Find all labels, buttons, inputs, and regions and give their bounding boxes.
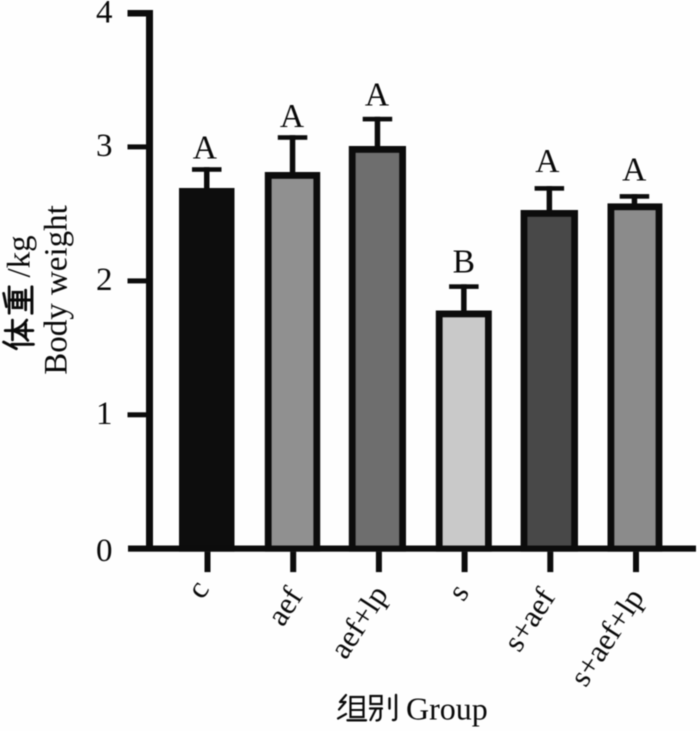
svg-text:1: 1: [96, 396, 113, 432]
svg-text:A: A: [365, 76, 389, 113]
svg-text:2: 2: [96, 262, 113, 298]
svg-text:4: 4: [96, 0, 113, 31]
svg-text:B: B: [453, 244, 475, 281]
svg-text:3: 3: [96, 128, 113, 164]
svg-text:s+aef+lp: s+aef+lp: [562, 582, 651, 692]
svg-text:aef: aef: [259, 580, 309, 631]
svg-text:A: A: [622, 151, 646, 188]
svg-text:A: A: [535, 143, 559, 180]
svg-text:0: 0: [96, 533, 113, 569]
svg-text:/kg: /kg: [2, 235, 38, 277]
svg-text:s: s: [440, 577, 476, 606]
svg-text:A: A: [280, 98, 304, 135]
svg-text:Body weight: Body weight: [39, 205, 75, 375]
svg-text:aef+lp: aef+lp: [322, 579, 395, 665]
svg-text:A: A: [193, 129, 217, 166]
svg-text:Group: Group: [406, 691, 488, 727]
svg-text:c: c: [179, 574, 216, 605]
svg-text:s+aef: s+aef: [496, 581, 562, 657]
